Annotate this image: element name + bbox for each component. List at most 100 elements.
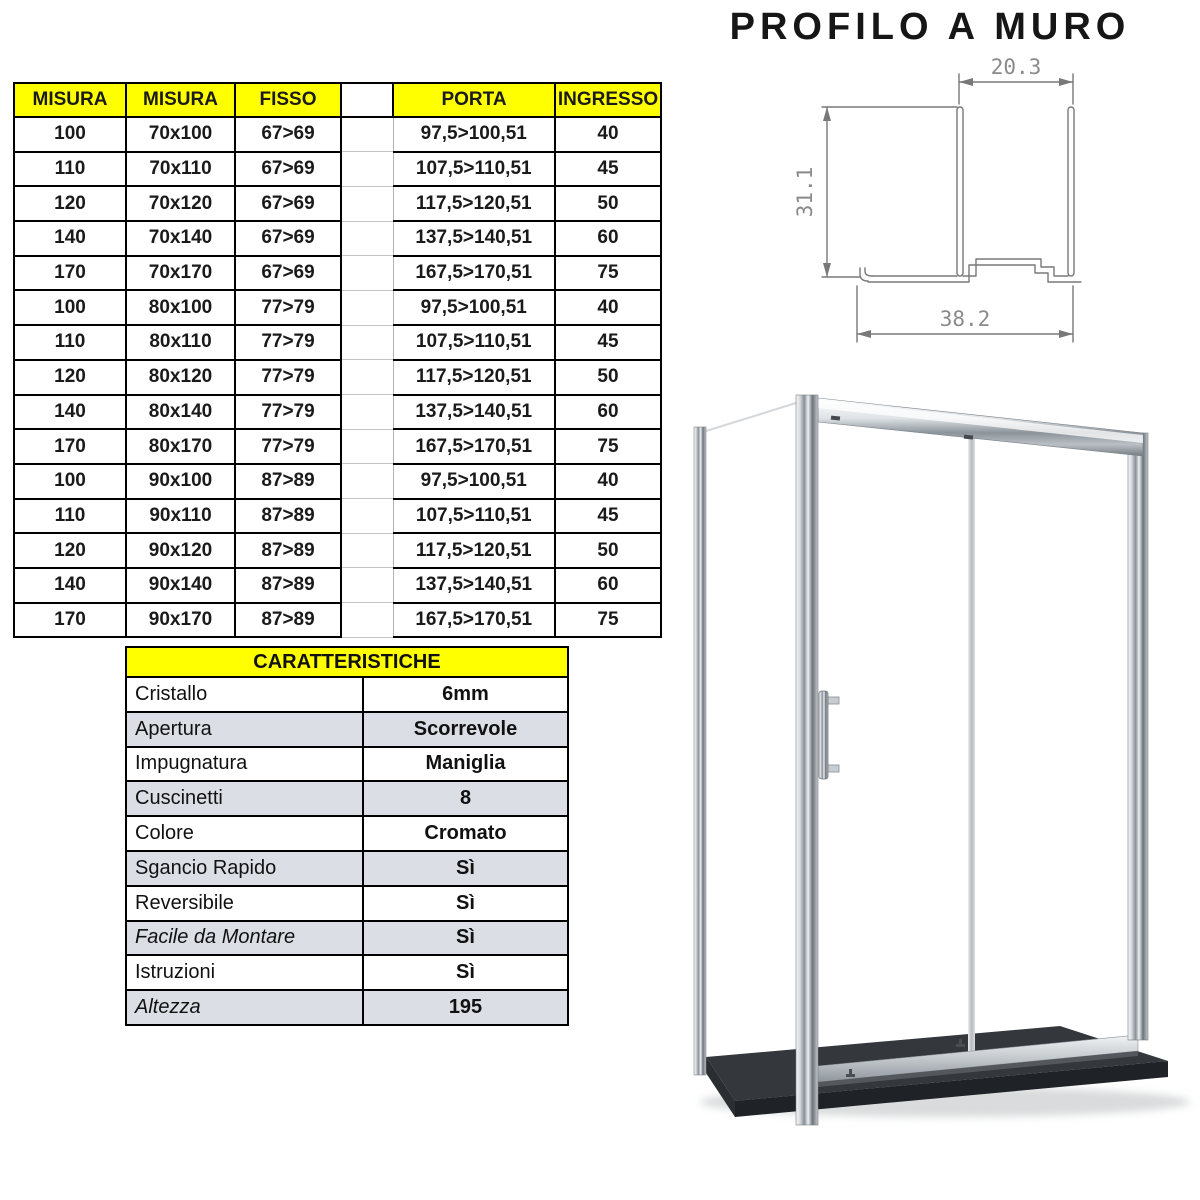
feature-value: Sì — [362, 954, 569, 992]
size-cell: 45 — [554, 150, 662, 188]
feature-value: 8 — [362, 780, 569, 818]
features-table-title: CARATTERISTICHE — [125, 646, 569, 678]
size-cell: 97,5>100,51 — [392, 116, 556, 153]
door-handle-top-stub — [826, 696, 840, 705]
size-cell: 140 — [13, 393, 127, 431]
size-table-row: 120 70x120 67>69 117,5>120,51 50 — [13, 185, 662, 223]
size-col-header: MISURA — [125, 82, 236, 118]
size-cell: 87>89 — [234, 601, 342, 639]
page-title: PROFILO A MURO — [729, 6, 1131, 48]
size-cell: 107,5>110,51 — [392, 324, 556, 361]
size-cell: 50 — [554, 185, 662, 223]
features-table-row: Sgancio Rapido Sì — [125, 849, 569, 887]
size-cell: 120 — [13, 358, 127, 396]
size-cell: 117,5>120,51 — [392, 185, 556, 223]
door-handle-bar — [818, 690, 829, 780]
size-cell: 60 — [554, 220, 662, 257]
gap-cell — [340, 394, 394, 430]
gap-cell — [340, 498, 394, 534]
size-cell: 167,5>170,51 — [392, 428, 556, 465]
features-table-row: Altezza 195 — [125, 989, 569, 1026]
size-cell: 40 — [554, 462, 662, 500]
feature-label: Sgancio Rapido — [125, 849, 364, 887]
size-cell: 75 — [554, 428, 662, 465]
gap-cell — [340, 255, 394, 291]
side-glass-top-edge — [705, 402, 797, 432]
feature-value: Scorrevole — [362, 710, 569, 748]
size-cell: 77>79 — [234, 324, 342, 361]
size-cell: 100 — [13, 462, 127, 500]
feature-label: Altezza — [125, 989, 364, 1026]
size-cell: 77>79 — [234, 393, 342, 431]
feature-value: Maniglia — [362, 745, 569, 783]
size-cell: 167,5>170,51 — [392, 254, 556, 292]
size-cell: 100 — [13, 116, 127, 153]
size-cell: 60 — [554, 566, 662, 604]
size-table-row: 140 90x140 87>89 137,5>140,51 60 — [13, 566, 662, 604]
size-cell: 87>89 — [234, 532, 342, 569]
bottom-rail-shadow-edge — [818, 1051, 1138, 1087]
size-table-row: 170 80x170 77>79 167,5>170,51 75 — [13, 428, 662, 465]
size-table-row: 110 80x110 77>79 107,5>110,51 45 — [13, 324, 662, 361]
size-cell: 75 — [554, 254, 662, 292]
feature-value: 195 — [362, 989, 569, 1026]
gap-cell — [340, 289, 394, 326]
size-cell: 167,5>170,51 — [392, 601, 556, 639]
size-cell: 70x100 — [125, 116, 236, 153]
size-table-row: 110 90x110 87>89 107,5>110,51 45 — [13, 497, 662, 535]
size-cell: 80x110 — [125, 324, 236, 361]
glass-divider-bar — [968, 438, 975, 1052]
frame-right-post — [1127, 432, 1149, 1041]
feature-value: Sì — [362, 884, 569, 922]
feature-label: Colore — [125, 815, 364, 852]
size-cell: 45 — [554, 324, 662, 361]
size-cell: 87>89 — [234, 497, 342, 535]
features-table-row: Reversibile Sì — [125, 884, 569, 922]
size-cell: 117,5>120,51 — [392, 532, 556, 569]
size-table: MISURA MISURA FISSO PORTA INGRESSO 100 70x100… — [13, 82, 662, 639]
size-table-row: 100 90x100 87>89 97,5>100,51 40 — [13, 462, 662, 500]
gap-cell — [340, 359, 394, 395]
feature-label: Facile da Montare — [125, 919, 364, 957]
size-cell: 90x110 — [125, 497, 236, 535]
size-cell: 120 — [13, 532, 127, 569]
size-cell: 67>69 — [234, 220, 342, 257]
size-cell: 170 — [13, 428, 127, 465]
gap-cell — [340, 220, 394, 257]
size-cell: 170 — [13, 254, 127, 292]
frame-top-rail-highlight — [818, 400, 1143, 443]
size-cell: 50 — [554, 358, 662, 396]
size-cell: 117,5>120,51 — [392, 358, 556, 396]
features-table-row: Cuscinetti 8 — [125, 780, 569, 818]
feature-label: Impugnatura — [125, 745, 364, 783]
size-col-header: FISSO — [234, 82, 342, 118]
size-cell: 70x120 — [125, 185, 236, 223]
size-cell: 87>89 — [234, 566, 342, 604]
size-table-row: 120 80x120 77>79 117,5>120,51 50 — [13, 358, 662, 396]
feature-label: Reversibile — [125, 884, 364, 922]
size-cell: 170 — [13, 601, 127, 639]
size-cell: 70x140 — [125, 220, 236, 257]
size-cell: 140 — [13, 220, 127, 257]
size-table-body: 100 70x100 67>69 97,5>100,51 40 110 70x110 67>6… — [13, 116, 662, 639]
dim-label-bottom: 38.2 — [940, 307, 991, 331]
size-table-row: 120 90x120 87>89 117,5>120,51 50 — [13, 532, 662, 569]
size-cell: 100 — [13, 289, 127, 327]
features-table-row: Apertura Scorrevole — [125, 710, 569, 748]
size-cell: 110 — [13, 497, 127, 535]
size-cell: 70x110 — [125, 150, 236, 188]
size-cell: 80x120 — [125, 358, 236, 396]
size-table-row: 140 80x140 77>79 137,5>140,51 60 — [13, 393, 662, 431]
size-cell: 120 — [13, 185, 127, 223]
size-cell: 107,5>110,51 — [392, 497, 556, 535]
size-cell: 97,5>100,51 — [392, 289, 556, 327]
door-handle — [818, 690, 840, 780]
size-table-row: 170 90x170 87>89 167,5>170,51 75 — [13, 601, 662, 639]
wall-profile-bar — [693, 426, 707, 1076]
size-col-header: MISURA — [13, 82, 127, 118]
feature-value: 6mm — [362, 676, 569, 713]
size-cell: 110 — [13, 324, 127, 361]
size-cell: 50 — [554, 532, 662, 569]
size-cell: 80x170 — [125, 428, 236, 465]
